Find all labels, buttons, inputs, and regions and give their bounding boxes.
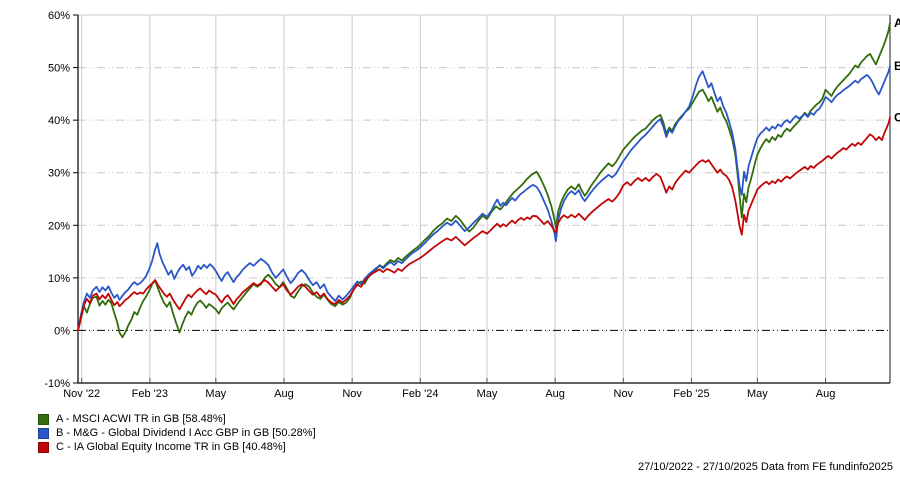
legend-item-c: C - IA Global Equity Income TR in GB [40… [38, 440, 316, 454]
legend-item-a: A - MSCI ACWI TR in GB [58.48%] [38, 412, 316, 426]
y-axis-label: 20% [48, 220, 70, 232]
x-axis-label: Feb '24 [402, 388, 438, 400]
x-axis-label: Nov [614, 388, 634, 400]
series-end-label-a: A [894, 16, 900, 30]
date-range-and-source: 27/10/2022 - 27/10/2025 Data from FE fun… [637, 461, 893, 473]
x-axis-label: Nov '22 [63, 388, 100, 400]
x-axis-label: May [747, 388, 768, 400]
y-axis-label: 60% [48, 10, 70, 22]
x-axis-label: Aug [816, 388, 836, 400]
y-axis-label: 40% [48, 115, 70, 127]
x-axis-label: May [205, 388, 226, 400]
legend-item-b: B - M&G - Global Dividend I Acc GBP in G… [38, 426, 316, 440]
x-axis-label: Aug [545, 388, 565, 400]
series-line-a [77, 22, 891, 339]
legend-label-c: C - IA Global Equity Income TR in GB [40… [56, 441, 286, 453]
y-axis-label: 50% [48, 63, 70, 75]
legend-label-b: B - M&G - Global Dividend I Acc GBP in G… [56, 427, 316, 439]
series-end-label-b: B [894, 59, 900, 73]
y-axis-label: 10% [48, 273, 70, 285]
x-axis-label: Feb '25 [673, 388, 709, 400]
legend-swatch-b-icon [38, 427, 49, 439]
x-axis-label: May [477, 388, 498, 400]
series-end-label-c: C [894, 111, 900, 125]
y-axis-label: 30% [48, 168, 70, 180]
x-axis-label: Aug [274, 388, 294, 400]
series-line-c [77, 116, 891, 332]
legend-label-a: A - MSCI ACWI TR in GB [58.48%] [56, 413, 226, 425]
chart-legend: A - MSCI ACWI TR in GB [58.48%] B - M&G … [38, 412, 316, 454]
y-axis-label: 0% [54, 325, 70, 337]
legend-swatch-c-icon [38, 441, 49, 453]
legend-swatch-a-icon [38, 413, 49, 425]
series-line-b [77, 65, 891, 332]
x-axis-label: Feb '23 [132, 388, 168, 400]
x-axis-label: Nov [342, 388, 362, 400]
y-axis-label: -10% [44, 378, 70, 390]
